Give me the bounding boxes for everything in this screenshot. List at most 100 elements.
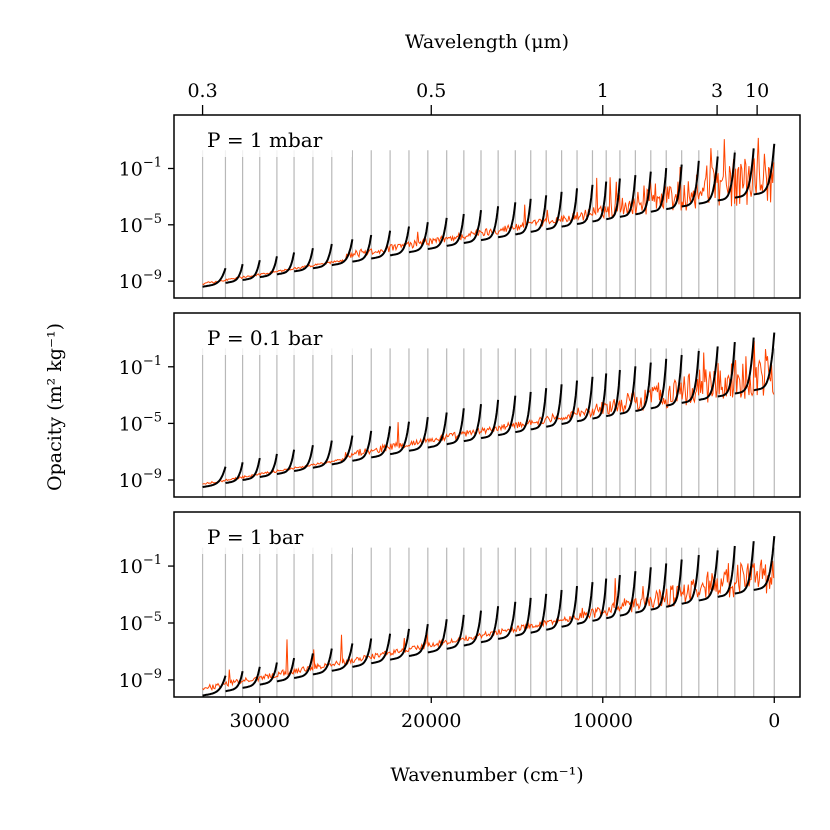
k-coefficient-segment [202,466,227,489]
k-coefficient-segment [592,181,608,223]
k-coefficient-segment [242,259,261,281]
k-coefficient-segment [734,337,755,395]
y-tick-label: 10−1 [119,553,162,578]
high-res-spectrum-line [202,137,775,286]
k-coefficient-segment [427,412,448,449]
panel-1: P = 1 mbar 10−9 10−5 10−1 [119,114,801,299]
y-axis-label: Opacity (m² kg⁻¹) [44,323,66,491]
k-coefficient-segment [619,366,637,415]
top-tick-label: 10 [745,80,769,102]
x-tick-label: 10000 [573,710,633,732]
k-coefficient-segment [446,213,465,247]
high-res-spectrum-line [202,559,775,692]
k-coefficient-segment [561,188,578,228]
k-coefficient-segment [530,195,548,233]
x-axis-label: Wavenumber (cm⁻¹) [390,764,583,786]
k-coefficient-segment [427,217,448,250]
panel-label-background [202,518,352,554]
y-tick-label: 10−1 [119,155,162,180]
k-coefficient-segment [497,395,517,437]
k-coefficient-segment [681,555,700,605]
k-coefficient-segment [202,267,227,288]
k-coefficient-segment [530,593,548,634]
k-coefficient-segment [480,206,500,242]
k-coefficient-segment [293,445,314,472]
k-coefficient-segment [463,209,482,244]
k-coefficient-segment [666,354,683,407]
k-coefficient-segment [650,358,668,410]
k-coefficient-segment [606,575,621,620]
y-tick-label: 10−1 [119,354,162,379]
k-coefficient-segment [331,435,354,466]
k-coefficient-segment [370,633,392,665]
k-coefficient-segment [331,643,354,672]
top-tick-label: 3 [711,80,723,102]
k-coefficient-segment [225,263,244,284]
k-coefficient-segment [592,578,608,622]
y-tick-label: 10−9 [119,667,162,692]
k-coefficient-segment [371,426,392,459]
k-coefficient-segment [242,666,261,689]
top-tick-label: 0.3 [187,80,217,102]
k-coefficient-segment [371,230,392,260]
x-tick-label: 20000 [401,710,461,732]
top-axis: 0.3 0.5 1 3 10 [187,80,769,115]
k-coefficient-segment [635,171,652,216]
panels-group: P = 1 mbar 10−9 10−5 10−1 P = 0.1 bar 10−9 10−… [119,114,801,698]
top-tick-label: 1 [597,80,609,102]
k-coefficient-segment [753,143,776,196]
k-coefficient-segment [698,346,719,401]
k-coefficient-segment [515,391,532,434]
k-coefficient-segment [561,586,578,628]
panel-2: P = 0.1 bar 10−9 10−5 10−1 [119,312,801,498]
k-coefficient-segment [480,606,500,644]
k-coefficient-segment [480,399,500,440]
panel-label: P = 1 bar [207,525,304,549]
k-coefficient-segment [225,670,244,693]
k-coefficient-segment [717,342,736,398]
k-coefficient-segment [734,148,755,199]
k-coefficient-segment [666,164,683,211]
k-coefficient-segment [312,440,333,469]
x-tick-label: 30000 [230,710,290,732]
panel-frame [173,312,801,498]
k-coefficient-segment [463,610,482,647]
k-coefficient-segment [650,563,668,611]
k-coefficient-segment [259,662,278,686]
top-axis-label: Wavelength (μm) [405,31,569,53]
k-coefficient-segment [717,545,736,598]
k-coefficient-segment [352,430,373,462]
k-coefficient-segment [606,178,621,221]
k-coefficient-segment [546,191,563,231]
panel-3: P = 1 bar 10−9 10−5 10−1 [119,511,801,698]
panel-frame [173,114,801,299]
k-coefficient-segment [276,657,296,683]
k-coefficient-segment [293,248,314,273]
y-tick-label: 10−9 [119,268,162,293]
k-coefficient-segment [561,380,578,425]
k-coefficient-segment [225,462,244,485]
k-coefficient-segment [546,589,563,631]
k-coefficient-segment [576,184,594,225]
k-coefficient-segment [650,168,668,213]
k-coefficient-segment [606,369,621,418]
k-coefficient-segment [497,601,517,640]
panel-label: P = 1 mbar [207,128,323,152]
k-coefficient-segment [352,234,373,263]
k-coefficient-segment [293,653,314,679]
panel-label: P = 0.1 bar [207,326,323,350]
k-coefficient-segment [619,175,637,218]
k-coefficient-segment [389,226,410,257]
k-coefficient-segment [446,614,465,650]
k-coefficient-segment [698,156,719,205]
k-coefficient-segment [408,222,429,254]
k-coefficient-segment [276,252,296,276]
k-coefficient-segment [202,675,227,697]
bottom-axis: 30000 20000 10000 0 [230,697,780,732]
k-coefficient-segment [635,362,652,412]
panel-label-background [202,319,360,355]
panel-label-background [202,121,352,157]
k-coefficient-segment [312,648,333,676]
k-coefficient-segment [242,457,261,482]
y-tick-label: 10−5 [119,212,162,237]
